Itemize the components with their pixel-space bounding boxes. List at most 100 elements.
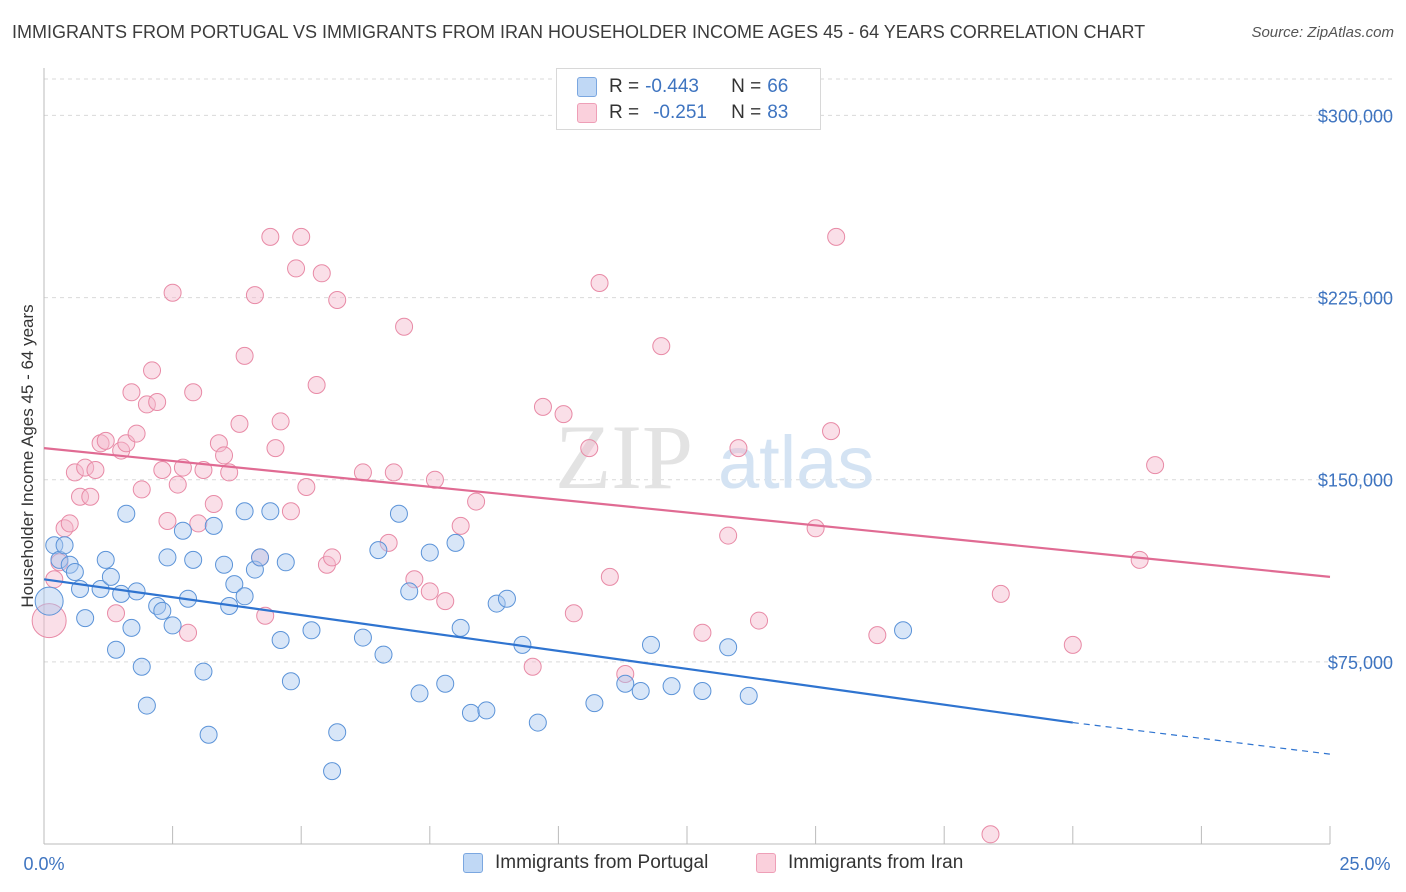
data-point-iran	[729, 439, 748, 458]
data-point-portugal	[65, 563, 84, 581]
y-tick-label: $150,000	[1318, 471, 1393, 491]
data-point-portugal	[739, 686, 758, 705]
data-point-iran	[991, 584, 1010, 603]
data-point-iran	[384, 463, 403, 482]
trend-line-portugal	[43, 578, 1073, 724]
data-point-portugal	[245, 560, 264, 579]
data-point-portugal	[276, 553, 295, 572]
data-point-iran	[168, 475, 187, 494]
data-point-portugal	[323, 762, 342, 781]
data-point-iran	[600, 567, 619, 586]
data-point-portugal	[55, 536, 74, 555]
data-point-portugal	[158, 548, 177, 567]
data-point-portugal	[436, 674, 455, 693]
data-point-iran	[122, 383, 141, 402]
data-point-portugal	[45, 536, 64, 555]
data-point-portugal	[451, 618, 470, 637]
data-point-iran	[281, 502, 300, 521]
legend-n-label: N =	[731, 102, 762, 123]
data-point-iran	[1146, 456, 1165, 475]
data-point-iran	[60, 514, 79, 533]
data-point-portugal	[235, 502, 254, 521]
data-point-iran	[292, 227, 311, 246]
data-point-iran	[580, 439, 599, 458]
data-point-iran	[868, 626, 887, 645]
data-point-iran	[533, 397, 552, 416]
data-point-iran	[209, 434, 228, 453]
legend-swatch-blue	[577, 77, 597, 97]
x-axis	[43, 826, 1331, 845]
data-point-portugal	[302, 621, 321, 640]
data-point-iran	[590, 274, 609, 292]
chart-title: IMMIGRANTS FROM PORTUGAL VS IMMIGRANTS F…	[12, 22, 1146, 42]
series-iran-points	[31, 227, 1165, 844]
trend-line-iran	[43, 447, 1331, 578]
data-point-portugal	[641, 635, 660, 654]
data-point-iran	[215, 446, 234, 465]
data-point-iran	[65, 463, 84, 482]
watermark: ZIP atlas	[555, 406, 874, 508]
data-point-iran	[266, 439, 285, 458]
data-point-iran	[189, 514, 208, 533]
data-point-portugal	[477, 701, 496, 720]
data-point-iran	[153, 461, 172, 479]
data-point-portugal	[328, 723, 347, 742]
data-point-iran	[271, 412, 290, 431]
data-point-portugal	[194, 662, 213, 681]
data-point-portugal	[107, 640, 126, 659]
data-point-iran	[107, 604, 126, 623]
data-point-iran	[204, 495, 223, 513]
data-point-iran	[1130, 550, 1149, 569]
data-point-portugal	[153, 601, 172, 620]
data-point-iran	[451, 516, 470, 535]
data-point-iran	[467, 492, 486, 511]
data-point-portugal	[184, 550, 203, 569]
grid-lines	[44, 78, 1393, 663]
y-axis-title: Householder Income Ages 45 - 64 years	[18, 304, 37, 607]
data-point-portugal	[132, 657, 151, 676]
watermark-atlas: atlas	[718, 421, 874, 504]
data-point-iran	[96, 431, 115, 450]
data-point-portugal	[34, 586, 64, 616]
data-point-portugal	[112, 584, 131, 603]
data-point-portugal	[251, 548, 270, 567]
data-point-iran	[137, 395, 156, 414]
data-point-iran	[1063, 635, 1082, 654]
data-point-portugal	[173, 521, 192, 540]
y-tick-label: $225,000	[1318, 289, 1393, 309]
data-point-iran	[179, 623, 198, 642]
data-point-portugal	[631, 682, 650, 700]
data-point-portugal	[148, 597, 167, 615]
data-point-portugal	[369, 541, 388, 560]
data-point-iran	[693, 623, 712, 642]
legend-r-label: R =	[609, 102, 640, 123]
watermark-zip: ZIP	[555, 406, 693, 508]
data-point-iran	[323, 548, 342, 567]
data-point-portugal	[225, 575, 244, 594]
legend-item-portugal: Immigrants from Portugal	[463, 852, 708, 874]
data-point-iran	[379, 533, 398, 552]
data-point-iran	[523, 657, 542, 676]
data-point-portugal	[693, 682, 712, 700]
data-point-portugal	[204, 516, 223, 535]
data-point-portugal	[528, 713, 547, 732]
legend-n-value: 66	[767, 76, 789, 97]
y-tick-label: $300,000	[1318, 106, 1393, 126]
data-point-portugal	[410, 684, 429, 703]
data-point-portugal	[353, 628, 372, 647]
data-point-iran	[261, 227, 280, 246]
data-point-iran	[405, 570, 424, 589]
data-point-iran	[184, 383, 203, 402]
data-point-portugal	[374, 645, 393, 664]
legend-label-portugal: Immigrants from Portugal	[495, 852, 709, 873]
data-point-portugal	[215, 555, 234, 574]
series-portugal-points	[34, 502, 913, 781]
data-point-iran	[81, 487, 100, 506]
data-point-iran	[312, 264, 331, 283]
data-point-iran	[616, 665, 635, 683]
data-point-portugal	[616, 674, 635, 693]
data-point-portugal	[76, 609, 95, 628]
trend-line-portugal-extension	[1072, 721, 1331, 755]
data-point-iran	[132, 480, 151, 499]
